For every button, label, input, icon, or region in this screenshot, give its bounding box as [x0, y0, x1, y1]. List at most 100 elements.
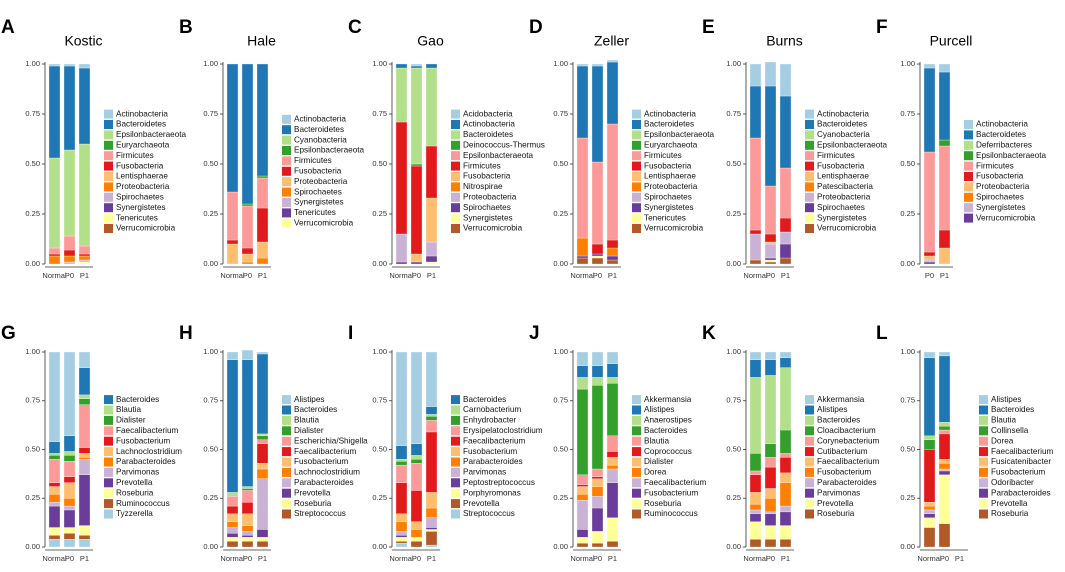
- legend-label: Dialister: [644, 457, 674, 466]
- bar-segment: Dorea — P1: 0.02: [606, 464, 619, 470]
- bar-segment: Actinobacteria — P0: 0.12: [764, 61, 777, 87]
- y-tick-label: 0.50: [203, 159, 218, 168]
- legend-entry: Parabacteroides: [979, 488, 1051, 498]
- legend-swatch: [104, 426, 113, 436]
- legend-label: Lentisphaerae: [817, 172, 869, 181]
- bar-segment: Tyzzerella — P1: 0.04: [78, 539, 91, 548]
- bar-segment: Actinobacteria — P1: 0.16: [779, 63, 792, 97]
- bar-segment: Fusobacteria — P0: 0.02: [923, 251, 936, 257]
- x-tick-label: P1: [781, 554, 790, 563]
- bar-segment: Blautia — P1: 0.08: [606, 435, 619, 452]
- bar-segment: Faecalibacterium — P1: 0.1: [256, 443, 269, 464]
- bar-segment: Spirochaetes — Normal: 0.01: [395, 261, 408, 265]
- y-tick-label: 0.50: [25, 444, 40, 453]
- legend-entry: Nitrospirae: [451, 182, 503, 192]
- bar-segment: Roseburia — P0: 0.03: [63, 527, 76, 534]
- legend-entry: Verrucomicrobia: [104, 224, 176, 233]
- legend-swatch: [979, 415, 988, 425]
- legend-swatch: [805, 224, 814, 233]
- legend-entry: Verrucomicrobia: [632, 224, 704, 233]
- bar-segment: Faecalibacterium — P0: 0.06: [591, 496, 604, 509]
- bar-segment: Cutibacterium — Normal: 0.09: [749, 474, 762, 493]
- panel-letter-k: K: [702, 323, 716, 344]
- bar-segment: Bacteroides — Normal: 0.06: [48, 441, 61, 454]
- bar-segment: Actinobacteria — Normal: 0.02: [395, 63, 408, 69]
- bar-segment: Other — P1: 0.28: [425, 351, 438, 407]
- legend-swatch: [805, 436, 814, 446]
- bar-segment: Prevotella — P1: 0.07: [425, 531, 438, 546]
- legend-entry: Bacteroides: [632, 426, 687, 436]
- bar-segment: Epsilonbacteraeota — Normal: 0.45: [48, 157, 61, 249]
- y-tick-label: 0.25: [203, 493, 218, 502]
- y-tick-label: 0.25: [900, 493, 915, 502]
- bar-segment: Fusobacteria — P1: 0.04: [606, 239, 619, 249]
- legend-swatch: [805, 426, 814, 436]
- legend-label: Cyanobacteria: [817, 130, 870, 139]
- legend-entry: Firmicutes: [451, 161, 501, 171]
- legend-swatch: [451, 415, 460, 425]
- legend-label: Proteobacteria: [294, 177, 348, 186]
- legend-swatch: [104, 203, 113, 213]
- bar-segment: Cloacibacterium — P1: 0.12: [779, 429, 792, 454]
- legend-swatch: [451, 499, 460, 509]
- bar-segment: Bacteroidetes — P1: 0.34: [938, 71, 951, 141]
- legend-label: Actinobacteria: [817, 109, 869, 118]
- legend-swatch: [282, 447, 291, 457]
- bar-segment: Parabacteroides — Normal: 0.04: [48, 494, 61, 503]
- legend-swatch: [451, 509, 460, 519]
- legend-label: Verrucomicrobia: [644, 224, 704, 233]
- legend-label: Faecalibacterium: [817, 457, 880, 466]
- bar-segment: Roseburia — P0: 0.04: [764, 539, 777, 548]
- bar-segment: Odoribacter — P0: 0.01: [938, 468, 951, 472]
- bar-segment: Erysipelatoclostridium — P0: 0.14: [410, 462, 423, 491]
- legend-label: Roseburia: [294, 499, 332, 508]
- bar-segment: Verrucomicrobia — P0: 0.01: [764, 261, 777, 265]
- bar-segment: Alistipes — P1: 0.07: [606, 363, 619, 378]
- bar-segment: Spirochaetes — P0: 0.01: [410, 261, 423, 265]
- legend-entry: Faecalibacterium: [451, 436, 526, 446]
- bar-segment: Dialister — P1: 0.03: [78, 398, 91, 405]
- bar-segment: Erysipelatoclostridium — Normal: 0.09: [395, 464, 408, 483]
- legend-swatch: [282, 187, 291, 197]
- bar-segment: Coprococcus — P0: 0.01: [591, 476, 604, 479]
- y-tick-label: 1.00: [203, 347, 218, 356]
- bar-segment: Proteobacteria — Normal: 0.14: [395, 233, 408, 263]
- legend-entry: Acidobacteria: [451, 109, 513, 119]
- legend-entry: Epsilonbacteraeota: [964, 151, 1047, 161]
- legend-entry: Bacteroides: [282, 405, 337, 415]
- legend-label: Faecalibacterium: [463, 436, 526, 445]
- bar-segment: Spirochaetes — P0: 0.01: [241, 261, 254, 265]
- panel-j: J 0.00 0.25 0.50 0.75 1.00 Ruminococcus — Norm…: [529, 323, 707, 563]
- legend-entry: Faecalibacterium: [632, 478, 707, 488]
- bar-segment: Firmicutes — Normal: 0.46: [749, 137, 762, 231]
- bar-segment: Alistipes — P0: 0.08: [764, 359, 777, 376]
- legend-swatch: [451, 457, 460, 467]
- x-tick-label: Normal: [220, 271, 245, 280]
- panel-f: F Purcell 0.00 0.25 0.50 0.75 1.00 Verrucomicro…: [876, 17, 1047, 280]
- bar-segment: Bacteroides — Normal: 0.68: [226, 359, 239, 493]
- legend-label: Spirochaetes: [116, 192, 164, 201]
- legend-entry: Roseburia: [632, 499, 682, 509]
- legend-label: Anaerostipes: [644, 416, 692, 425]
- legend-label: Synergistetes: [817, 213, 867, 222]
- bar-segment: Parabacteroides — P0: 0.01: [764, 511, 777, 514]
- y-tick-label: 0.75: [372, 396, 387, 405]
- x-tick-label: Normal: [743, 271, 768, 280]
- legend-label: Parabacteroides: [463, 457, 523, 466]
- legend-swatch: [282, 405, 291, 415]
- y-tick-label: 0.00: [25, 259, 40, 268]
- legend-entry: Corynebacterium: [805, 436, 880, 446]
- legend-swatch: [805, 447, 814, 457]
- legend-label: Fusobacterium: [116, 436, 170, 445]
- legend-label: Roseburia: [991, 509, 1029, 518]
- bar-segment: Roseburia — P0: 0.02: [241, 537, 254, 542]
- bar-segment: Prevotella — Normal: 0.09: [749, 521, 762, 540]
- bar-segment: Bacteroides — P0: 0.65: [241, 359, 254, 487]
- bar-segment: Proteobacteria — P1: 0.02: [78, 255, 91, 261]
- legend-label: Parabacteroides: [991, 488, 1051, 497]
- y-tick-label: 0.25: [203, 209, 218, 218]
- bar-segment: Parabacteroides — P1: 0.26: [256, 478, 269, 530]
- bar-segment: Bacteroides — P1: 0.14: [78, 367, 91, 396]
- bar-segment: Fusobacteria — Normal: 0.01: [48, 253, 61, 257]
- bar-segment: Actinobacteria — P1: 0.02: [78, 63, 91, 69]
